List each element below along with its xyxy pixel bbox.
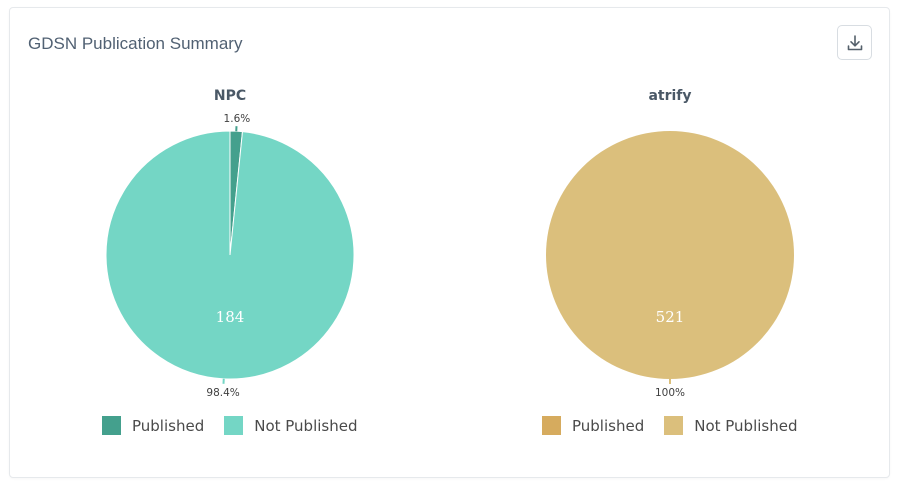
npc-chart-title: NPC (214, 88, 246, 104)
legend-swatch (542, 416, 561, 435)
atrify-pct-label-not-published: 100% (655, 387, 685, 399)
atrify-value-label: 521 (656, 308, 685, 326)
npc-legend: Published Not Published (102, 416, 357, 435)
download-button[interactable] (837, 25, 872, 60)
card-title: GDSN Publication Summary (28, 34, 243, 53)
legend-swatch (664, 416, 684, 435)
atrify-slice-not-published[interactable] (546, 131, 794, 379)
npc-slice-not-published[interactable] (105, 130, 355, 380)
npc-pct-label-published: 1.6% (224, 113, 251, 125)
legend-label: Published (132, 416, 205, 435)
atrify-chart-title: atrify (648, 88, 691, 104)
npc-pct-label-not-published: 98.4% (206, 387, 239, 399)
download-icon (847, 34, 862, 50)
legend-label: Not Published (254, 416, 358, 435)
npc-legend-item-not-published[interactable]: Not Published (224, 416, 357, 435)
atrify-legend-item-not-published[interactable]: Not Published (664, 416, 797, 435)
legend-label: Published (572, 416, 645, 435)
npc-legend-item-published[interactable]: Published (102, 416, 204, 435)
npc-value-label: 184 (216, 308, 245, 326)
legend-swatch (224, 416, 244, 435)
npc-pie-chart: NPC 1.6% 98.4% 184 (105, 88, 355, 399)
atrify-legend: Published Not Published (542, 416, 797, 435)
atrify-pie-chart: atrify 100% 521 (546, 88, 794, 399)
legend-swatch (102, 416, 121, 435)
legend-label: Not Published (694, 416, 798, 435)
atrify-legend-item-published[interactable]: Published (542, 416, 644, 435)
